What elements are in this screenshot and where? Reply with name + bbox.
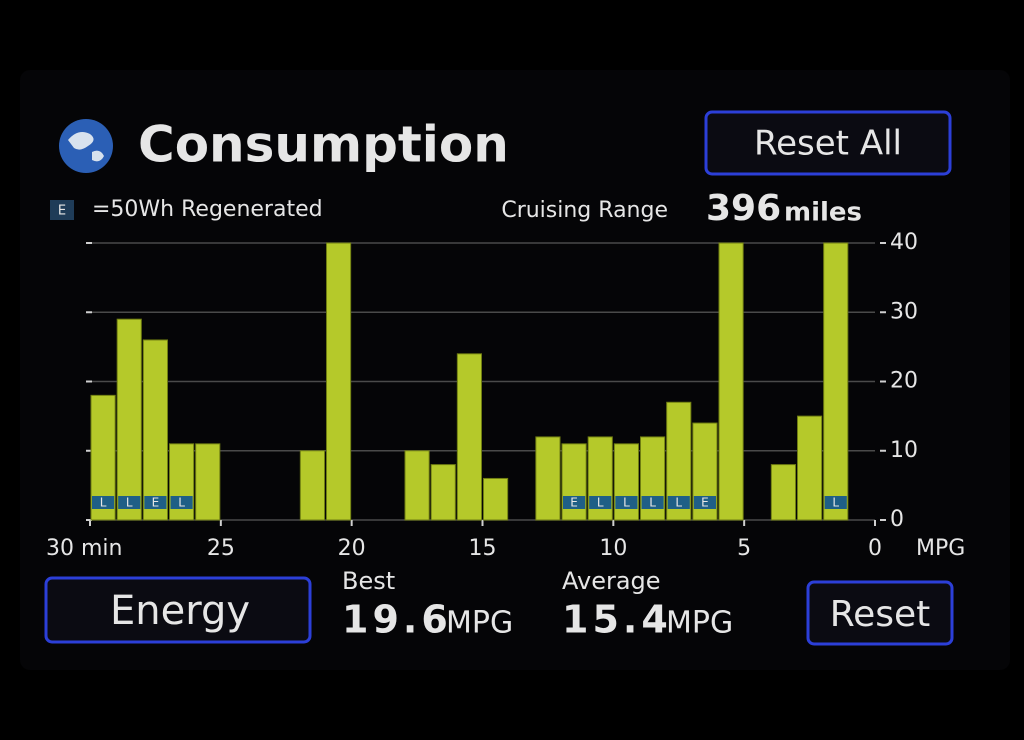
bar xyxy=(535,436,561,521)
regen-marker xyxy=(170,496,193,509)
bar xyxy=(823,242,849,521)
regen-marker xyxy=(667,496,690,509)
bar xyxy=(456,353,483,521)
y-tick-label: 30 xyxy=(890,299,918,324)
globe-clouds xyxy=(68,132,104,162)
bar xyxy=(116,318,142,521)
bar xyxy=(299,450,326,521)
legend-text: =50Wh Regenerated xyxy=(92,197,323,222)
regen-label: L xyxy=(675,496,682,510)
y-tick-label: 20 xyxy=(890,369,918,394)
regen-marker xyxy=(641,496,664,509)
x-tick-label: 0 xyxy=(868,536,882,561)
button-frame[interactable] xyxy=(44,576,312,644)
bar xyxy=(326,242,352,521)
x-tick-label: 20 xyxy=(338,536,366,561)
regen-label: L xyxy=(832,496,839,510)
regen-marker xyxy=(589,496,612,509)
x-tick-label: 25 xyxy=(207,536,235,561)
reset-button[interactable]: Reset xyxy=(806,580,954,646)
regen-label: E xyxy=(701,496,709,510)
legend-symbol: E xyxy=(58,204,66,219)
regen-label: L xyxy=(126,496,133,510)
button-label[interactable]: Reset All xyxy=(754,124,902,164)
bar xyxy=(142,339,168,521)
range-value: 396 xyxy=(706,188,781,229)
regen-label: E xyxy=(570,496,578,510)
bar xyxy=(195,443,221,521)
bar xyxy=(483,477,509,521)
average-unit: MPG xyxy=(666,606,733,641)
regen-marker xyxy=(693,496,716,509)
button-frame[interactable] xyxy=(806,580,954,646)
bar xyxy=(797,415,823,521)
reset-all-button[interactable]: Reset All xyxy=(704,110,952,176)
regen-label: L xyxy=(623,496,630,510)
regen-marker xyxy=(144,496,167,509)
regen-marker xyxy=(563,496,586,509)
y-tick-label: 40 xyxy=(890,230,918,255)
best-unit: MPG xyxy=(446,606,513,641)
regen-label: L xyxy=(100,496,107,510)
regen-label: L xyxy=(178,496,185,510)
y-tick-label: 10 xyxy=(890,438,918,463)
regen-marker xyxy=(118,496,141,509)
bar xyxy=(404,450,430,521)
regen-label: L xyxy=(597,496,604,510)
range-label: Cruising Range xyxy=(501,198,668,223)
best-value: 19.6 xyxy=(342,598,452,642)
bar xyxy=(430,464,456,521)
energy-button[interactable]: Energy xyxy=(44,576,312,644)
button-frame[interactable] xyxy=(704,110,952,176)
x-tick-label: 5 xyxy=(737,536,751,561)
average-value: 15.4 xyxy=(562,598,672,642)
button-label[interactable]: Reset xyxy=(830,594,931,635)
x-tick-label: 15 xyxy=(469,536,497,561)
legend-box xyxy=(50,200,74,220)
bar xyxy=(770,464,796,521)
average-label: Average xyxy=(562,567,661,595)
regen-label: E xyxy=(152,496,160,510)
title: Consumption xyxy=(138,116,509,174)
range-unit: miles xyxy=(784,198,862,228)
x-tick-label: 30 min xyxy=(46,536,122,561)
regen-label: L xyxy=(649,496,656,510)
regen-marker xyxy=(824,496,847,509)
regen-marker xyxy=(615,496,638,509)
bar xyxy=(718,242,744,521)
button-label[interactable]: Energy xyxy=(110,588,250,634)
x-tick-label: 10 xyxy=(599,536,627,561)
best-label: Best xyxy=(342,567,395,595)
regen-marker xyxy=(92,496,115,509)
y-tick-label: 0 xyxy=(890,507,904,532)
y-axis-unit: MPG xyxy=(916,536,965,561)
